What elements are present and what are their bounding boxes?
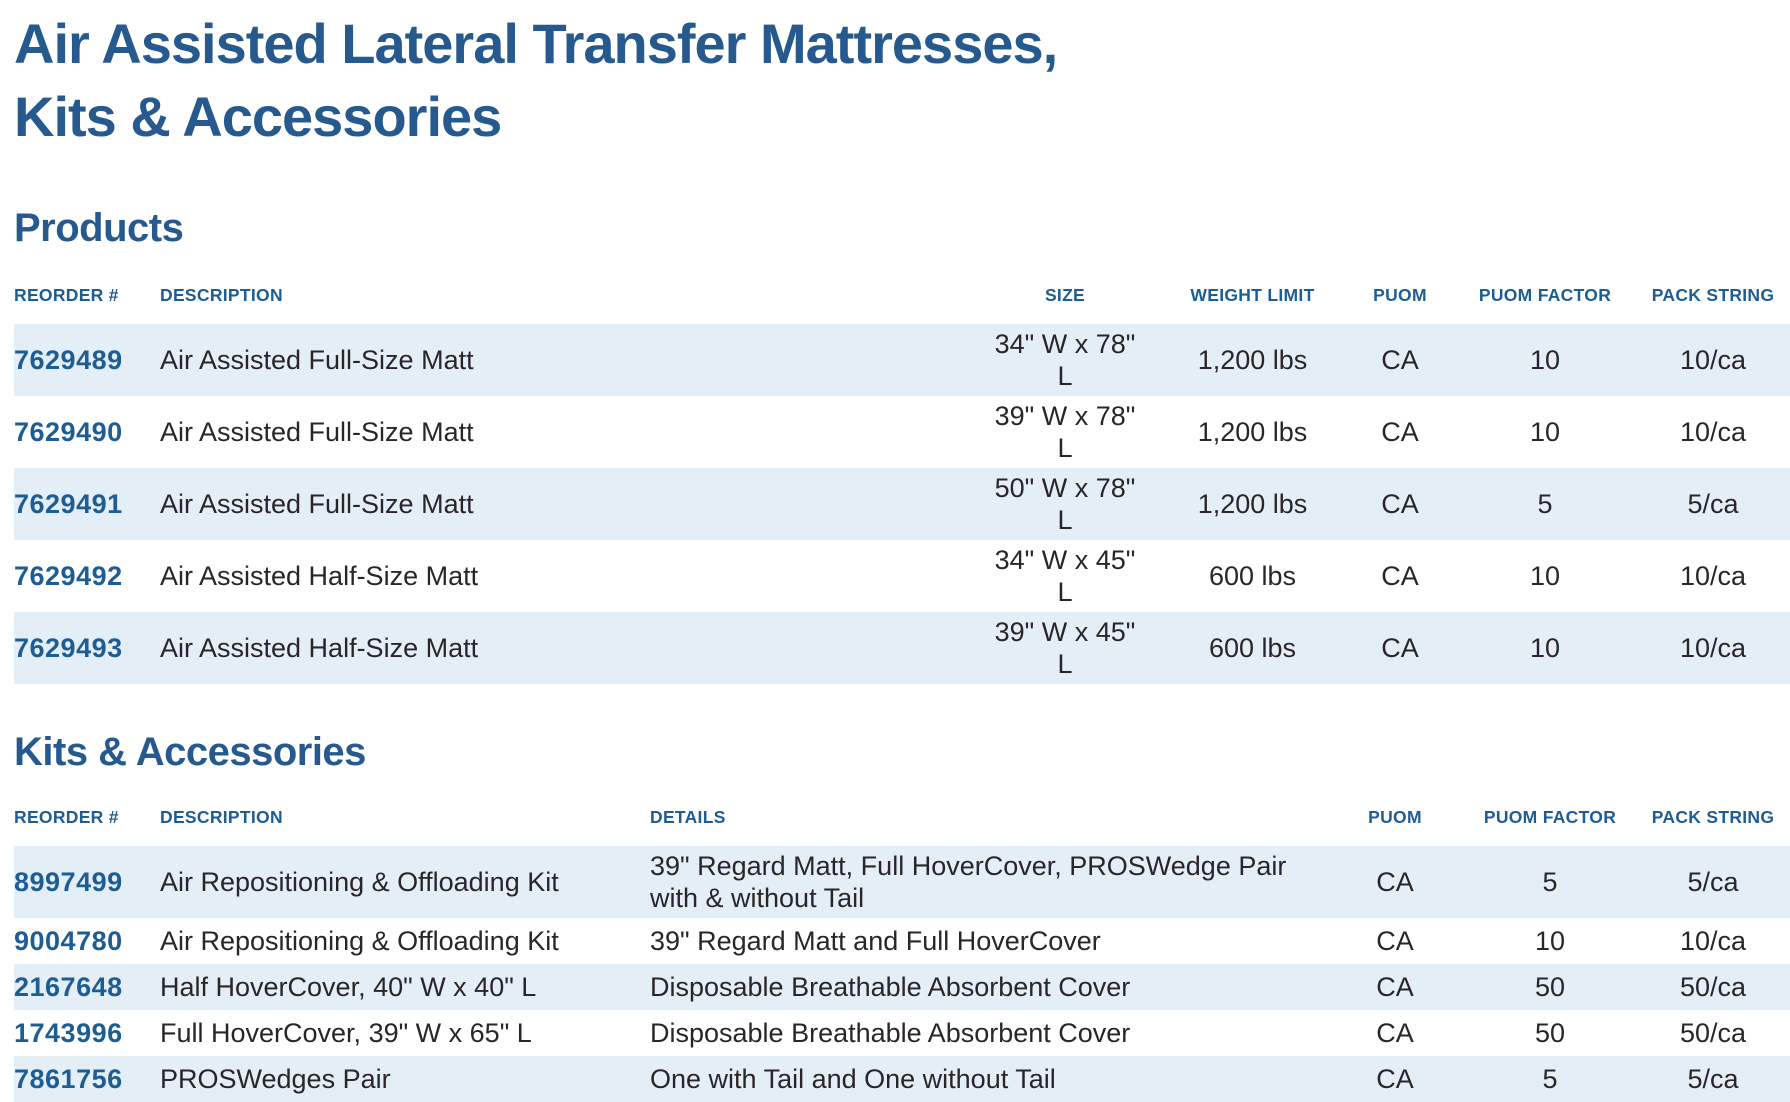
puom-cell: CA [1376,971,1414,1002]
description-cell: Air Repositioning & Offloading Kit [160,925,559,956]
products-table: REORDER # DESCRIPTION SIZE WEIGHT LIMIT … [14,274,1790,684]
size-cell: 34" W x 78" L [994,328,1136,391]
products-section-heading: Products [14,205,184,250]
column-header-reorder: REORDER # [14,806,119,827]
table-row: 1743996 Full HoverCover, 39" W x 65" L D… [14,1010,1790,1056]
reorder-number: 7629493 [14,632,123,663]
column-header-details: DETAILS [650,806,726,827]
pack-string-cell: 10/ca [1679,632,1747,663]
puom-factor-cell: 5 [1542,1063,1558,1094]
column-header-puom: PUOM [1368,806,1422,827]
pack-string-cell: 50/ca [1679,1017,1747,1048]
reorder-number: 9004780 [14,925,123,956]
details-cell: 39" Regard Matt and Full HoverCover [650,925,1101,956]
reorder-number: 7629490 [14,416,123,447]
table-row: 8997499 Air Repositioning & Offloading K… [14,845,1790,918]
details-cell: One with Tail and One without Tail [650,1063,1056,1094]
weight-limit-cell: 1,200 lbs [1197,488,1308,519]
table-row: 7629492 Air Assisted Half-Size Matt 34" … [14,540,1790,612]
page-title: Air Assisted Lateral Transfer Mattresses… [0,8,1790,154]
description-cell: Air Repositioning & Offloading Kit [160,866,559,897]
size-cell: 39" W x 45" L [994,616,1136,679]
puom-factor-cell: 10 [1529,632,1561,663]
table-row: 2167648 Half HoverCover, 40" W x 40" L D… [14,963,1790,1010]
puom-cell: CA [1376,1063,1414,1094]
column-header-weight-limit: WEIGHT LIMIT [1190,284,1315,305]
puom-factor-cell: 10 [1529,560,1561,591]
pack-string-cell: 10/ca [1679,344,1747,375]
reorder-number: 7629491 [14,488,123,519]
weight-limit-cell: 600 lbs [1208,560,1297,591]
details-cell: 39" Regard Matt, Full HoverCover, PROSWe… [650,850,1287,913]
puom-factor-cell: 50 [1534,971,1566,1002]
pack-string-cell: 5/ca [1687,488,1739,519]
column-header-pack-string: PACK STRING [1651,284,1775,305]
column-header-description: DESCRIPTION [160,806,283,827]
column-header-puom-factor: PUOM FACTOR [1483,806,1617,827]
puom-cell: CA [1376,925,1414,956]
details-cell: Disposable Breathable Absorbent Cover [650,1017,1131,1048]
reorder-number: 7861756 [14,1063,123,1094]
column-header-puom: PUOM [1373,284,1427,305]
puom-factor-cell: 5 [1542,866,1558,897]
description-cell: Air Assisted Half-Size Matt [160,560,479,591]
column-header-pack-string: PACK STRING [1651,806,1775,827]
pack-string-cell: 10/ca [1679,925,1747,956]
page-title-line1: Air Assisted Lateral Transfer Mattresses… [14,12,1058,75]
kits-table-header-row: REORDER # DESCRIPTION DETAILS PUOM PUOM … [14,796,1790,846]
column-header-reorder: REORDER # [14,284,119,305]
puom-cell: CA [1381,488,1419,519]
pack-string-cell: 10/ca [1679,416,1747,447]
kits-accessories-table: REORDER # DESCRIPTION DETAILS PUOM PUOM … [14,796,1790,1102]
products-table-header-row: REORDER # DESCRIPTION SIZE WEIGHT LIMIT … [14,274,1790,324]
puom-factor-cell: 50 [1534,1017,1566,1048]
column-header-puom-factor: PUOM FACTOR [1478,284,1612,305]
puom-cell: CA [1381,416,1419,447]
kits-section-heading: Kits & Accessories [14,729,366,774]
size-cell: 34" W x 45" L [994,544,1136,607]
puom-cell: CA [1381,560,1419,591]
puom-factor-cell: 10 [1529,344,1561,375]
reorder-number: 7629492 [14,560,123,591]
page-title-line2: Kits & Accessories [14,84,502,148]
details-cell: Disposable Breathable Absorbent Cover [650,971,1131,1002]
puom-cell: CA [1376,866,1414,897]
table-row: 7629490 Air Assisted Full-Size Matt 39" … [14,396,1790,468]
table-row: 7629489 Air Assisted Full-Size Matt 34" … [14,323,1790,396]
pack-string-cell: 10/ca [1679,560,1747,591]
puom-factor-cell: 10 [1534,925,1566,956]
description-cell: PROSWedges Pair [160,1063,391,1094]
reorder-number: 7629489 [14,344,123,375]
pack-string-cell: 50/ca [1679,971,1747,1002]
column-header-size: SIZE [1044,284,1086,305]
size-cell: 39" W x 78" L [994,400,1136,463]
weight-limit-cell: 1,200 lbs [1197,416,1308,447]
puom-cell: CA [1376,1017,1414,1048]
size-cell: 50" W x 78" L [994,472,1136,535]
table-row: 7629493 Air Assisted Half-Size Matt 39" … [14,611,1790,684]
puom-factor-cell: 5 [1537,488,1553,519]
puom-cell: CA [1381,632,1419,663]
description-cell: Half HoverCover, 40" W x 40" L [160,971,537,1002]
description-cell: Air Assisted Full-Size Matt [160,344,474,375]
column-header-description: DESCRIPTION [160,284,283,305]
pack-string-cell: 5/ca [1687,1063,1739,1094]
weight-limit-cell: 600 lbs [1208,632,1297,663]
table-row: 9004780 Air Repositioning & Offloading K… [14,918,1790,964]
puom-factor-cell: 10 [1529,416,1561,447]
puom-cell: CA [1381,344,1419,375]
description-cell: Air Assisted Full-Size Matt [160,416,474,447]
reorder-number: 8997499 [14,866,123,897]
description-cell: Full HoverCover, 39" W x 65" L [160,1017,532,1048]
table-row: 7629491 Air Assisted Full-Size Matt 50" … [14,467,1790,540]
pack-string-cell: 5/ca [1687,866,1739,897]
table-row: 7861756 PROSWedges Pair One with Tail an… [14,1055,1790,1102]
description-cell: Air Assisted Half-Size Matt [160,632,479,663]
description-cell: Air Assisted Full-Size Matt [160,488,474,519]
reorder-number: 2167648 [14,971,123,1002]
weight-limit-cell: 1,200 lbs [1197,344,1308,375]
reorder-number: 1743996 [14,1017,123,1048]
